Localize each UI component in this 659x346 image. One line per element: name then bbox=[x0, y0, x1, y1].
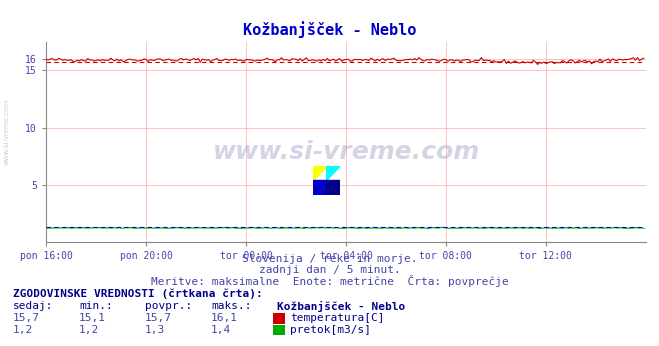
Text: 1,2: 1,2 bbox=[79, 325, 100, 335]
Text: 1,4: 1,4 bbox=[211, 325, 231, 335]
Text: maks.:: maks.: bbox=[211, 301, 251, 311]
Text: 16,1: 16,1 bbox=[211, 313, 238, 323]
Text: min.:: min.: bbox=[79, 301, 113, 311]
Text: 15,7: 15,7 bbox=[13, 313, 40, 323]
Text: 1,3: 1,3 bbox=[145, 325, 165, 335]
Text: Meritve: maksimalne  Enote: metrične  Črta: povprečje: Meritve: maksimalne Enote: metrične Črta… bbox=[151, 275, 508, 287]
Text: www.si-vreme.com: www.si-vreme.com bbox=[3, 98, 9, 165]
Text: Slovenija / reke in morje.: Slovenija / reke in morje. bbox=[242, 254, 417, 264]
Text: temperatura[C]: temperatura[C] bbox=[290, 313, 384, 323]
Text: ZGODOVINSKE VREDNOSTI (črtkana črta):: ZGODOVINSKE VREDNOSTI (črtkana črta): bbox=[13, 289, 263, 299]
Text: 1,2: 1,2 bbox=[13, 325, 34, 335]
Text: www.si-vreme.com: www.si-vreme.com bbox=[212, 140, 480, 164]
Text: pretok[m3/s]: pretok[m3/s] bbox=[290, 325, 371, 335]
Text: 15,7: 15,7 bbox=[145, 313, 172, 323]
Text: 15,1: 15,1 bbox=[79, 313, 106, 323]
Text: Kožbanjšček - Neblo: Kožbanjšček - Neblo bbox=[277, 301, 405, 312]
Text: Kožbanjšček - Neblo: Kožbanjšček - Neblo bbox=[243, 21, 416, 38]
Text: povpr.:: povpr.: bbox=[145, 301, 192, 311]
Text: sedaj:: sedaj: bbox=[13, 301, 53, 311]
Text: zadnji dan / 5 minut.: zadnji dan / 5 minut. bbox=[258, 265, 401, 275]
